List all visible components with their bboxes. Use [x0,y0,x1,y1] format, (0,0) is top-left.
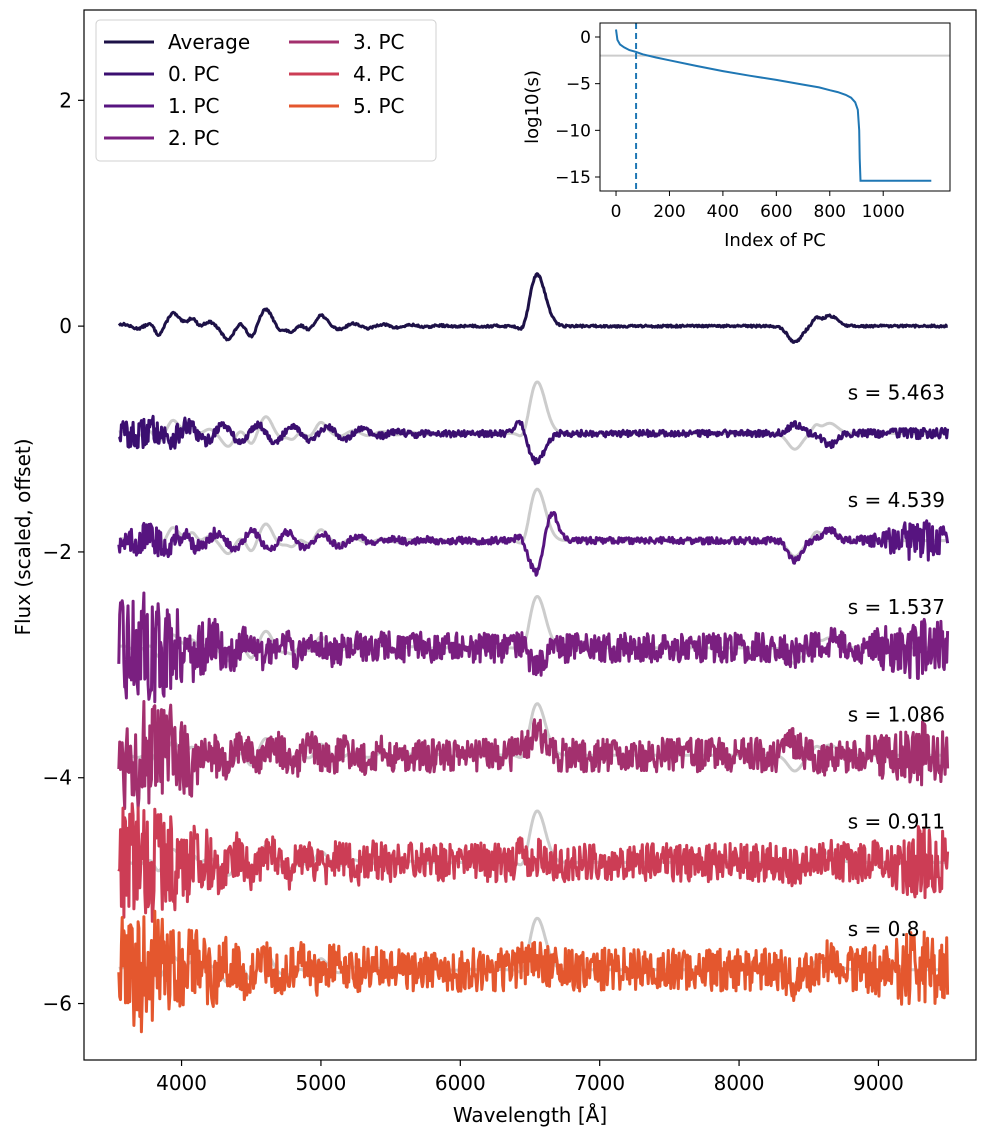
series-label-6: s = 0.8 [848,917,920,941]
series-label-5: s = 0.911 [848,810,945,834]
main-x-axis-label: Wavelength [Å] [453,1103,607,1127]
legend: Average 0. PC 1. PC 2. PC 3. PC 4. PC 5. PC [95,19,437,162]
y-tick-label: −6 [43,992,72,1016]
series-line-1 [117,414,950,466]
legend-label: 0. PC [168,62,219,86]
inset-y-tick-label: −15 [555,168,591,188]
series-label-1: s = 5.463 [848,381,945,405]
legend-label: Average [168,30,250,54]
reference-line-2 [118,487,948,558]
inset-y-tick-label: 0 [580,28,591,48]
series-label-2: s = 4.539 [848,488,945,512]
legend-label: 3. PC [353,30,404,54]
main-chart: 4000 5000 6000 7000 8000 9000 20−2−4−6 s = 5.… [11,9,977,1127]
x-tick-label: 6000 [435,1071,486,1095]
inset-chart: 0 200 400 600 800 1000 0−5−10−15 Index of PC … [522,22,951,251]
x-tick-label: 4000 [156,1071,207,1095]
series-s-labels: s = 5.463 s = 4.539 s = 1.537 s = 1.086 s = … [848,381,945,941]
reference-lines [118,380,948,988]
x-tick-label: 8000 [714,1071,765,1095]
inset-y-axis-label: log10(s) [522,70,543,144]
main-y-axis-label: Flux (scaled, offset) [11,438,35,635]
main-axes-frame [83,9,977,1061]
inset-x-tick-label: 0 [611,202,622,222]
legend-item-1: 0. PC [104,62,219,86]
main-series-group [117,272,950,1034]
legend-label: 2. PC [168,126,219,150]
legend-box [95,19,437,162]
inset-series-group [600,23,950,191]
series-line-6 [117,909,950,1034]
inset-axes-frame [599,22,951,192]
series-line-2 [117,511,950,577]
inset-singular-values-line [615,29,932,182]
main-x-ticks: 4000 5000 6000 7000 8000 9000 [156,1060,904,1095]
pc-lines [117,272,950,1034]
x-tick-label: 9000 [853,1071,904,1095]
legend-label: 4. PC [353,62,404,86]
series-line-3 [117,591,950,704]
legend-item-3: 2. PC [104,126,219,150]
inset-x-tick-label: 600 [760,202,792,222]
series-line-5 [117,802,950,923]
inset-x-tick-label: 200 [653,202,685,222]
series-line-4 [117,700,950,810]
series-label-4: s = 1.086 [848,702,945,726]
legend-label: 1. PC [168,94,219,118]
inset-x-tick-label: 1000 [862,202,905,222]
inset-x-ticks: 0 200 400 600 800 1000 [611,191,905,222]
legend-item-4: 3. PC [289,30,404,54]
x-tick-label: 5000 [295,1071,346,1095]
y-tick-label: −2 [43,540,72,564]
inset-x-axis-label: Index of PC [724,230,826,251]
inset-y-tick-label: −10 [555,121,591,141]
legend-item-0: Average [104,30,250,54]
y-tick-label: −4 [43,766,72,790]
y-tick-label: 2 [59,88,72,112]
y-tick-label: 0 [59,314,72,338]
inset-background [600,23,950,191]
inset-x-tick-label: 400 [707,202,739,222]
inset-x-tick-label: 800 [814,202,846,222]
legend-label: 5. PC [353,94,404,118]
inset-y-ticks: 0 −5 −10 −15 [555,28,600,188]
main-y-ticks: 2 0 −2 −4 −6 [43,88,84,1016]
inset-y-tick-label: −5 [566,75,591,95]
x-tick-label: 7000 [574,1071,625,1095]
series-line-0 [117,272,949,344]
legend-item-2: 1. PC [104,94,219,118]
legend-item-5: 4. PC [289,62,404,86]
series-label-3: s = 1.537 [848,595,945,619]
legend-item-6: 5. PC [289,94,404,118]
